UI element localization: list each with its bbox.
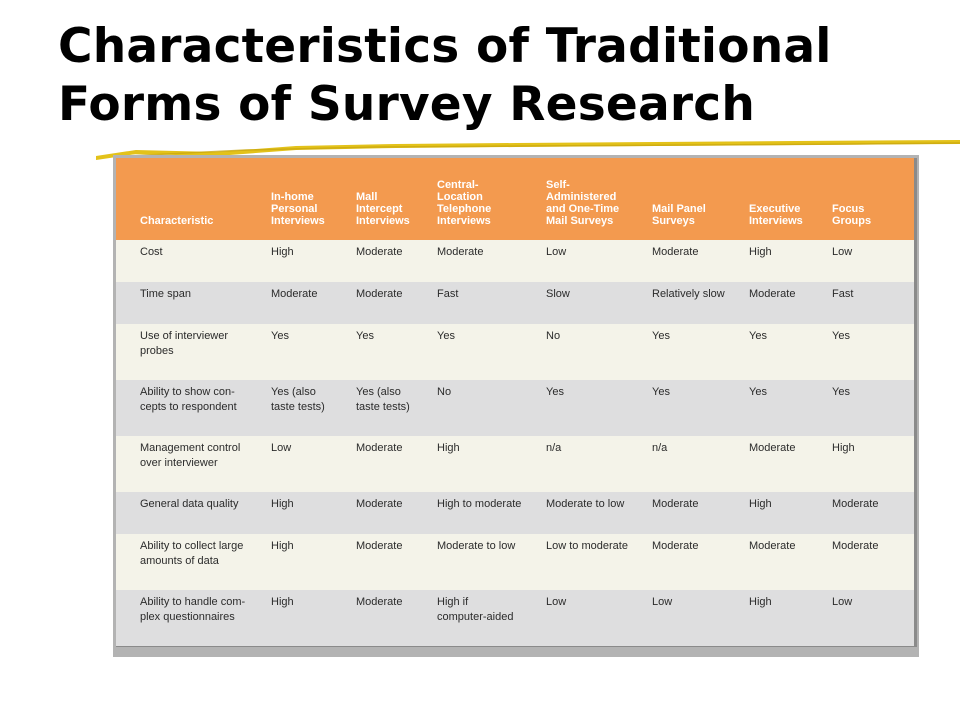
table-row: General data quality High Moderate High to … xyxy=(116,492,914,534)
table-cell: High if computer-aided xyxy=(437,596,514,623)
header-self-administered-mail-surveys: Self- Administered and One-Time Mail Sur… xyxy=(546,179,620,227)
title-line-1: Characteristics of Traditional xyxy=(58,19,832,74)
table-cell: Moderate xyxy=(356,288,403,300)
table-row: Management control over interviewer Low Mo… xyxy=(116,436,914,492)
survey-characteristics-table-container: Characteristic In-home Personal Intervie… xyxy=(116,158,917,647)
survey-characteristics-table: Characteristic In-home Personal Intervie… xyxy=(116,158,914,646)
table-cell: Moderate xyxy=(749,442,796,454)
row-characteristic-cell: Ability to show con- cepts to respondent xyxy=(140,386,237,413)
table-cell: Moderate xyxy=(356,540,403,552)
table-row: Time span Moderate Moderate Fast Slow Relativ… xyxy=(116,282,914,324)
table-cell: Relatively slow xyxy=(652,288,725,300)
table-cell: High xyxy=(271,498,294,510)
header-mall-intercept-interviews: Mall Intercept Interviews xyxy=(356,191,410,227)
table-cell: No xyxy=(437,386,452,398)
table-cell: Low xyxy=(832,246,853,258)
table-cell: Moderate xyxy=(356,442,403,454)
table-cell: Moderate xyxy=(832,498,879,510)
table-cell: Yes xyxy=(652,330,670,342)
table-cell: Low xyxy=(271,442,292,454)
table-cell: Yes xyxy=(546,386,564,398)
header-mail-panel-surveys: Mail Panel Surveys xyxy=(652,203,706,227)
title-line-2: Forms of Survey Research xyxy=(58,77,756,132)
table-cell: High to moderate xyxy=(437,498,522,510)
table-cell: Yes xyxy=(832,330,850,342)
table-cell: Moderate xyxy=(356,596,403,608)
table-cell: Moderate xyxy=(652,540,699,552)
table-cell: Yes xyxy=(437,330,455,342)
table-row: Ability to show con- cepts to respondent… xyxy=(116,380,914,436)
row-characteristic-cell: Management control over interviewer xyxy=(140,442,241,469)
table-cell: Fast xyxy=(832,288,854,300)
table-cell: High xyxy=(832,442,855,454)
row-characteristic-cell: Cost xyxy=(140,246,163,258)
table-cell: Moderate xyxy=(652,246,699,258)
table-cell: Yes xyxy=(356,330,374,342)
row-characteristic-cell: Time span xyxy=(140,288,191,300)
table-cell: Low xyxy=(832,596,853,608)
table-cell: High xyxy=(271,596,294,608)
table-cell: Moderate xyxy=(271,288,318,300)
row-characteristic-cell: Use of interviewer probes xyxy=(140,330,229,357)
row-characteristic-cell: Ability to handle com- plex questionnair… xyxy=(140,596,246,623)
table-cell: Yes (also taste tests) xyxy=(271,386,325,413)
table-cell: Low xyxy=(546,246,567,258)
table-cell: Fast xyxy=(437,288,459,300)
table-body: Cost High Moderate Moderate Low Moderate High L… xyxy=(116,240,914,646)
table-cell: Yes xyxy=(271,330,289,342)
table-header-row: Characteristic In-home Personal Intervie… xyxy=(116,158,914,240)
table-row: Ability to collect large amounts of data… xyxy=(116,534,914,590)
table-cell: Moderate xyxy=(749,540,796,552)
table-cell: High xyxy=(749,246,772,258)
slide-title: Characteristics of Traditional Forms of … xyxy=(58,18,832,134)
table-cell: Low xyxy=(546,596,567,608)
table-cell: Moderate xyxy=(437,246,484,258)
table-cell: Low to moderate xyxy=(546,540,628,552)
table-cell: Moderate to low xyxy=(437,540,516,552)
table-cell: High xyxy=(437,442,460,454)
table-cell: Yes xyxy=(832,386,850,398)
row-characteristic-cell: General data quality xyxy=(140,498,239,510)
table-row: Ability to handle com- plex questionnair… xyxy=(116,590,914,646)
table-cell: n/a xyxy=(546,442,562,454)
table-cell: Moderate xyxy=(832,540,879,552)
table-cell: Moderate xyxy=(356,498,403,510)
table-row: Use of interviewer probes Yes Yes Yes No Yes Y… xyxy=(116,324,914,380)
table-cell: Slow xyxy=(546,288,570,300)
table-cell: Moderate to low xyxy=(546,498,625,510)
title-underline-rule xyxy=(96,140,960,160)
table-cell: Yes xyxy=(749,330,767,342)
header-focus-groups: Focus Groups xyxy=(832,203,872,227)
header-characteristic: Characteristic xyxy=(140,215,214,227)
header-central-location-telephone-interviews: Central- Location Telephone Interviews xyxy=(437,179,492,227)
row-characteristic-cell: Ability to collect large amounts of data xyxy=(140,540,244,567)
table-cell: High xyxy=(271,246,294,258)
table-cell: Yes (also taste tests) xyxy=(356,386,410,413)
header-executive-interviews: Executive Interviews xyxy=(749,203,803,227)
table-cell: High xyxy=(271,540,294,552)
table-cell: No xyxy=(546,330,561,342)
table-cell: Yes xyxy=(749,386,767,398)
table-row: Cost High Moderate Moderate Low Moderate High L… xyxy=(116,240,914,282)
table-cell: Moderate xyxy=(356,246,403,258)
table-cell: Moderate xyxy=(749,288,796,300)
header-in-home-personal-interviews: In-home Personal Interviews xyxy=(271,191,325,227)
table-cell: n/a xyxy=(652,442,668,454)
table-cell: Moderate xyxy=(652,498,699,510)
table-cell: Low xyxy=(652,596,673,608)
table-cell: High xyxy=(749,498,772,510)
table-cell: Yes xyxy=(652,386,670,398)
table-cell: High xyxy=(749,596,772,608)
